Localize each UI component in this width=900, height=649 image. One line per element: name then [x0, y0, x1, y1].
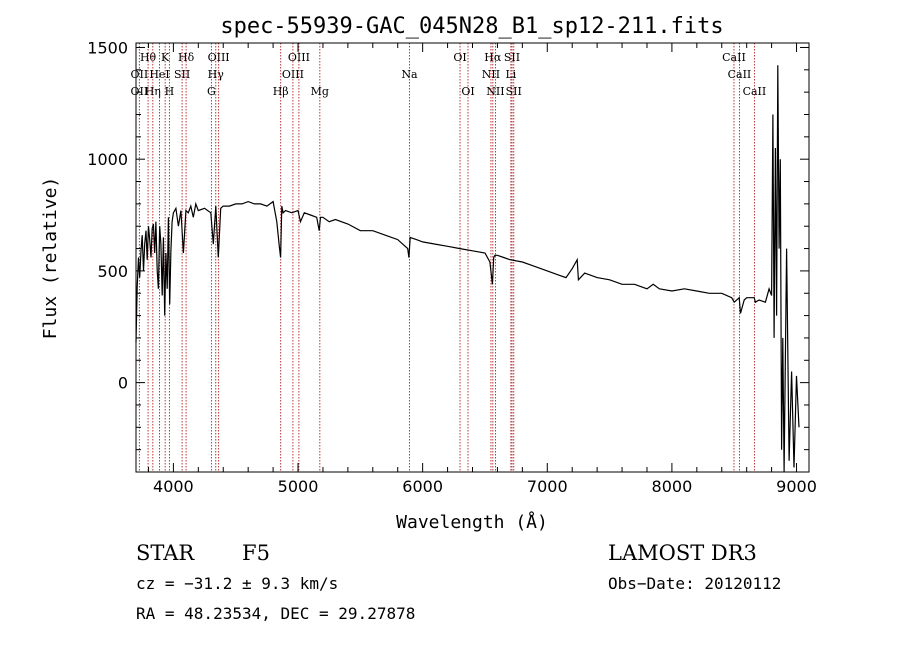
spectral-line-label: OII	[131, 68, 149, 81]
spectrum-series-line	[135, 65, 800, 473]
x-tick-label: 8000	[652, 477, 693, 496]
spectral-line-label: NII	[482, 68, 500, 81]
spectral-line-label: OII	[131, 85, 149, 98]
x-tick-label: 9000	[776, 477, 817, 496]
x-tick-label: 6000	[402, 477, 443, 496]
coordinates: RA = 48.23534, DEC = 29.27878	[136, 604, 415, 623]
spectral-line-label: OI	[453, 51, 466, 64]
spectral-line-label: Hβ	[273, 85, 289, 98]
spectral-line-label: CaII	[722, 51, 746, 64]
y-axis-label: Flux (relative)	[40, 177, 61, 340]
axis-tick-labels: 4000 5000 6000 7000 8000 9000 0 500 1000 1500	[87, 38, 817, 496]
x-tick-label: 7000	[527, 477, 568, 496]
spectral-line-label: CaII	[728, 68, 752, 81]
x-tick-label: 5000	[278, 477, 319, 496]
cz-value: cz = −31.2 ± 9.3 km/s	[136, 574, 338, 593]
spectral-line-label: Li	[505, 68, 516, 81]
spectral-line-label: OIII	[208, 51, 230, 64]
spectral-line-label: Hθ	[140, 51, 157, 64]
spectral-line-label: Hα	[484, 51, 502, 64]
spectral-line-markers	[138, 43, 755, 472]
spectral-line-label: SII	[504, 51, 520, 64]
spectral-line-label: OIII	[288, 51, 310, 64]
spectral-line-label: SII	[506, 85, 522, 98]
spectral-line-label: HeI	[149, 68, 169, 81]
spectral-line-label: Hδ	[178, 51, 195, 64]
object-class: STAR	[136, 541, 195, 565]
spectral-line-label: OIII	[282, 68, 304, 81]
y-tick-label: 500	[97, 262, 128, 281]
spectral-line-label: H	[165, 85, 175, 98]
spectral-line-label: K	[161, 51, 170, 64]
y-tick-label: 0	[118, 374, 128, 393]
y-tick-label: 1000	[87, 150, 128, 169]
spectral-line-label: NII	[486, 85, 504, 98]
plot-frame	[135, 42, 810, 473]
x-axis-label: Wavelength (Å)	[396, 511, 548, 533]
survey-label: LAMOST DR3	[608, 541, 757, 565]
spectral-line-label: Mg	[311, 85, 329, 98]
object-subclass: F5	[242, 541, 270, 565]
spectral-line-label: CaII	[743, 85, 767, 98]
y-tick-label: 1500	[87, 38, 128, 57]
axis-ticks	[136, 43, 809, 472]
chart-title: spec-55939-GAC_045N28_B1_sp12-211.fits	[220, 14, 723, 39]
obs-date: Obs−Date: 20120112	[608, 574, 781, 593]
spectral-line-label: SII	[174, 68, 190, 81]
x-tick-label: 4000	[153, 477, 194, 496]
spectral-line-label: Na	[401, 68, 418, 81]
spectral-line-label: OI	[461, 85, 474, 98]
spectral-line-label: Hγ	[208, 68, 225, 81]
spectral-line-label: Hη	[145, 85, 161, 98]
spectral-line-label: G	[207, 85, 216, 98]
